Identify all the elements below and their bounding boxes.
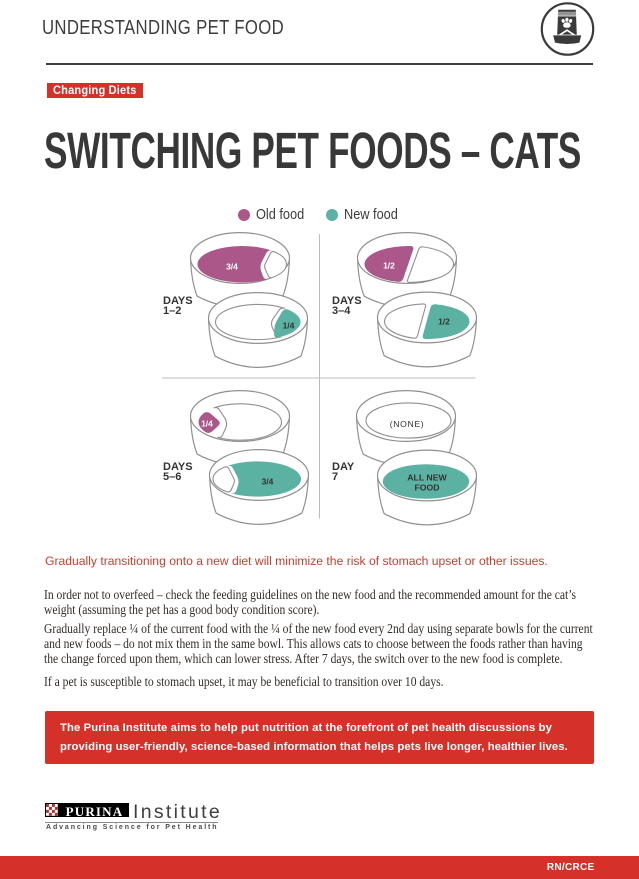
- svg-text:1/2: 1/2: [438, 317, 450, 327]
- svg-text:FOOD: FOOD: [414, 483, 439, 493]
- svg-text:(NONE): (NONE): [390, 419, 425, 429]
- svg-text:ALL NEW: ALL NEW: [407, 472, 447, 482]
- svg-text:3/4: 3/4: [262, 477, 274, 487]
- svg-text:1/4: 1/4: [283, 320, 295, 330]
- svg-text:1/4: 1/4: [201, 419, 213, 429]
- svg-text:1/2: 1/2: [383, 261, 395, 271]
- svg-text:3/4: 3/4: [226, 261, 238, 271]
